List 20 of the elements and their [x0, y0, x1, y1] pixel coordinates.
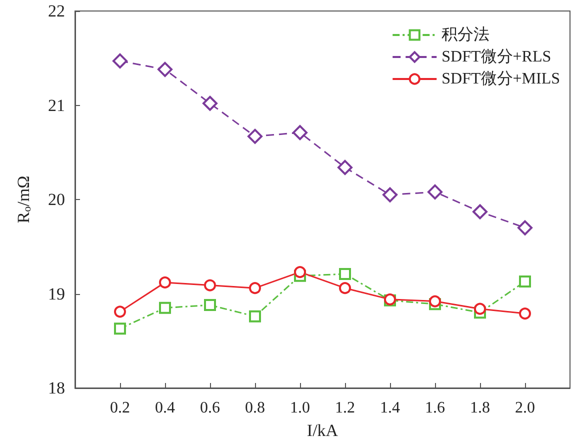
x-tick-label: 1.0	[290, 400, 310, 416]
y-tick-label: 20	[48, 190, 65, 209]
x-tick-label: 0.6	[200, 400, 220, 416]
x-tick-label: 0.2	[110, 400, 130, 416]
y-tick-label: 21	[48, 96, 65, 115]
x-tick-label: 0.4	[155, 400, 175, 416]
y-tick-label: 22	[48, 2, 65, 20]
x-tick-label: 1.2	[335, 400, 355, 416]
y-axis-title: Ro/mΩ	[14, 176, 34, 224]
x-tick-label: 1.8	[470, 400, 490, 416]
x-tick-label: 1.4	[380, 400, 400, 416]
legend-label: SDFT微分+MILS	[442, 70, 560, 88]
x-tick-label: 0.8	[245, 400, 265, 416]
legend-label: SDFT微分+RLS	[442, 48, 552, 66]
x-tick-label: 2.0	[515, 400, 535, 416]
y-tick-label: 19	[48, 284, 65, 304]
x-tick-label: 1.6	[425, 400, 445, 416]
legend-label: 积分法	[442, 26, 490, 44]
y-tick-label: 18	[48, 378, 65, 398]
x-axis-title: I/kA	[306, 421, 339, 440]
